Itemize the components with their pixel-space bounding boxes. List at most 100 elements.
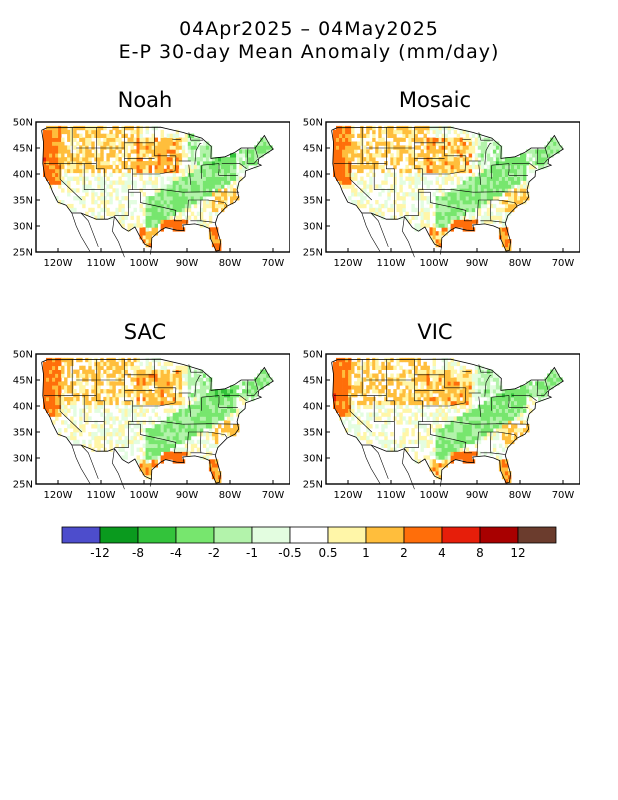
colorbar-swatch: [327, 526, 367, 544]
lat-tick-label: 45N: [303, 144, 323, 155]
lat-tick-label: 40N: [303, 170, 323, 181]
colorbar-tick-label: -1: [246, 546, 258, 560]
colorbar-tick-label: -8: [132, 546, 144, 560]
lon-tick-label: 120W: [334, 258, 363, 269]
state-boundary: [370, 444, 389, 479]
state-boundary: [478, 396, 482, 417]
state-boundary: [478, 364, 493, 373]
state-boundary: [544, 379, 549, 390]
state-boundary: [484, 375, 492, 397]
colorbar-swatch: [289, 526, 329, 544]
lat-tick-label: 40N: [13, 170, 33, 181]
colorbar-swatch: [517, 526, 557, 544]
lat-tick-label: 25N: [13, 248, 33, 259]
state-boundary: [206, 423, 240, 425]
state-boundary: [140, 424, 163, 440]
colorbar-swatch: [175, 526, 215, 544]
lon-tick-label: 100W: [420, 490, 449, 501]
colorbar-legend: -12 -8 -4 -2 -1 -0.5 0.5 1 2 4 8 12: [61, 526, 557, 560]
state-boundary: [188, 132, 203, 141]
lat-tick-label: 30N: [13, 454, 33, 465]
lon-tick-label: 120W: [44, 258, 73, 269]
state-boundary: [246, 379, 259, 396]
state-boundary: [511, 395, 537, 402]
state-boundary: [159, 387, 177, 407]
state-boundary: [162, 421, 183, 425]
anomaly-map: 50N 45N 40N 35N 30N 25N 120W 110W 100W 90W 80W 70W: [13, 118, 290, 269]
anomaly-map: 50N 45N 40N 35N 30N 25N 120W 110W 100W 90W 80W 70W: [303, 118, 580, 269]
lat-tick-label: 35N: [303, 196, 323, 207]
lon-tick-label: 80W: [509, 258, 532, 269]
state-boundary: [452, 421, 473, 425]
anomaly-map: 50N 45N 40N 35N 30N 25N 120W 110W 100W 90W 80W 70W: [303, 350, 580, 501]
state-boundary: [484, 143, 492, 165]
colorbar-swatch: [99, 526, 139, 544]
panel-title: Noah: [117, 88, 173, 112]
state-boundary: [497, 199, 518, 206]
state-boundary: [188, 396, 192, 417]
lat-tick-label: 50N: [13, 118, 33, 129]
state-boundary: [439, 479, 442, 487]
state-boundary: [452, 439, 472, 454]
state-boundary: [478, 132, 493, 141]
state-boundary: [511, 163, 537, 170]
state-boundary: [186, 199, 189, 224]
map-frame: [35, 353, 290, 485]
state-boundary: [190, 431, 202, 454]
state-boundary: [201, 395, 220, 408]
state-boundary: [373, 395, 395, 422]
state-boundary: [452, 207, 472, 222]
lon-tick-label: 80W: [219, 490, 242, 501]
state-boundary: [71, 444, 91, 485]
lon-tick-label: 100W: [420, 258, 449, 269]
state-boundary: [83, 163, 105, 190]
state-boundary: [162, 439, 182, 454]
state-boundary: [462, 138, 471, 140]
panel-title: Mosaic: [398, 88, 472, 112]
colorbar-swatch: [479, 526, 519, 544]
state-boundary: [449, 387, 467, 407]
country-outline: [331, 358, 564, 484]
lon-tick-label: 90W: [466, 490, 489, 501]
state-boundary: [476, 431, 479, 456]
lon-tick-label: 80W: [509, 490, 532, 501]
lat-tick-label: 40N: [13, 402, 33, 413]
state-boundary: [172, 370, 181, 372]
lat-tick-label: 50N: [303, 118, 323, 129]
lon-tick-label: 70W: [262, 258, 285, 269]
map-frame: [325, 353, 580, 485]
state-boundary: [361, 444, 381, 485]
lat-tick-label: 35N: [13, 428, 33, 439]
state-boundary: [491, 163, 510, 176]
lon-tick-label: 80W: [219, 258, 242, 269]
state-boundary: [80, 212, 99, 247]
map-frame: [35, 121, 290, 253]
lon-tick-label: 70W: [552, 258, 575, 269]
state-boundary: [443, 127, 466, 157]
anomaly-shading: [333, 125, 563, 252]
map-panel-sac: SAC 50N 45N 40N 35N 30N 25N 120W 110W 100W 90W 80W 7…: [0, 320, 290, 520]
state-boundary: [497, 431, 518, 438]
state-boundary: [491, 395, 510, 408]
state-boundary: [254, 147, 259, 158]
state-boundary: [194, 375, 202, 397]
state-boundary: [361, 212, 381, 253]
lon-tick-label: 90W: [176, 258, 199, 269]
lon-tick-label: 110W: [377, 258, 406, 269]
colorbar-tick-label: 4: [438, 546, 446, 560]
colorbar-swatch: [61, 526, 101, 544]
anomaly-shading: [333, 357, 563, 484]
state-boundary: [536, 379, 549, 396]
state-boundary: [59, 163, 83, 201]
state-boundary: [162, 189, 183, 193]
colorbar-tick-label: 0.5: [318, 546, 337, 560]
state-boundary: [430, 424, 453, 440]
lat-tick-label: 30N: [303, 454, 323, 465]
state-boundary: [149, 479, 152, 487]
state-boundary: [496, 423, 530, 425]
country-outline: [41, 358, 274, 484]
state-boundary: [349, 395, 373, 433]
state-boundary: [200, 220, 215, 223]
state-boundary: [112, 216, 125, 258]
colorbar-swatch: [403, 526, 443, 544]
